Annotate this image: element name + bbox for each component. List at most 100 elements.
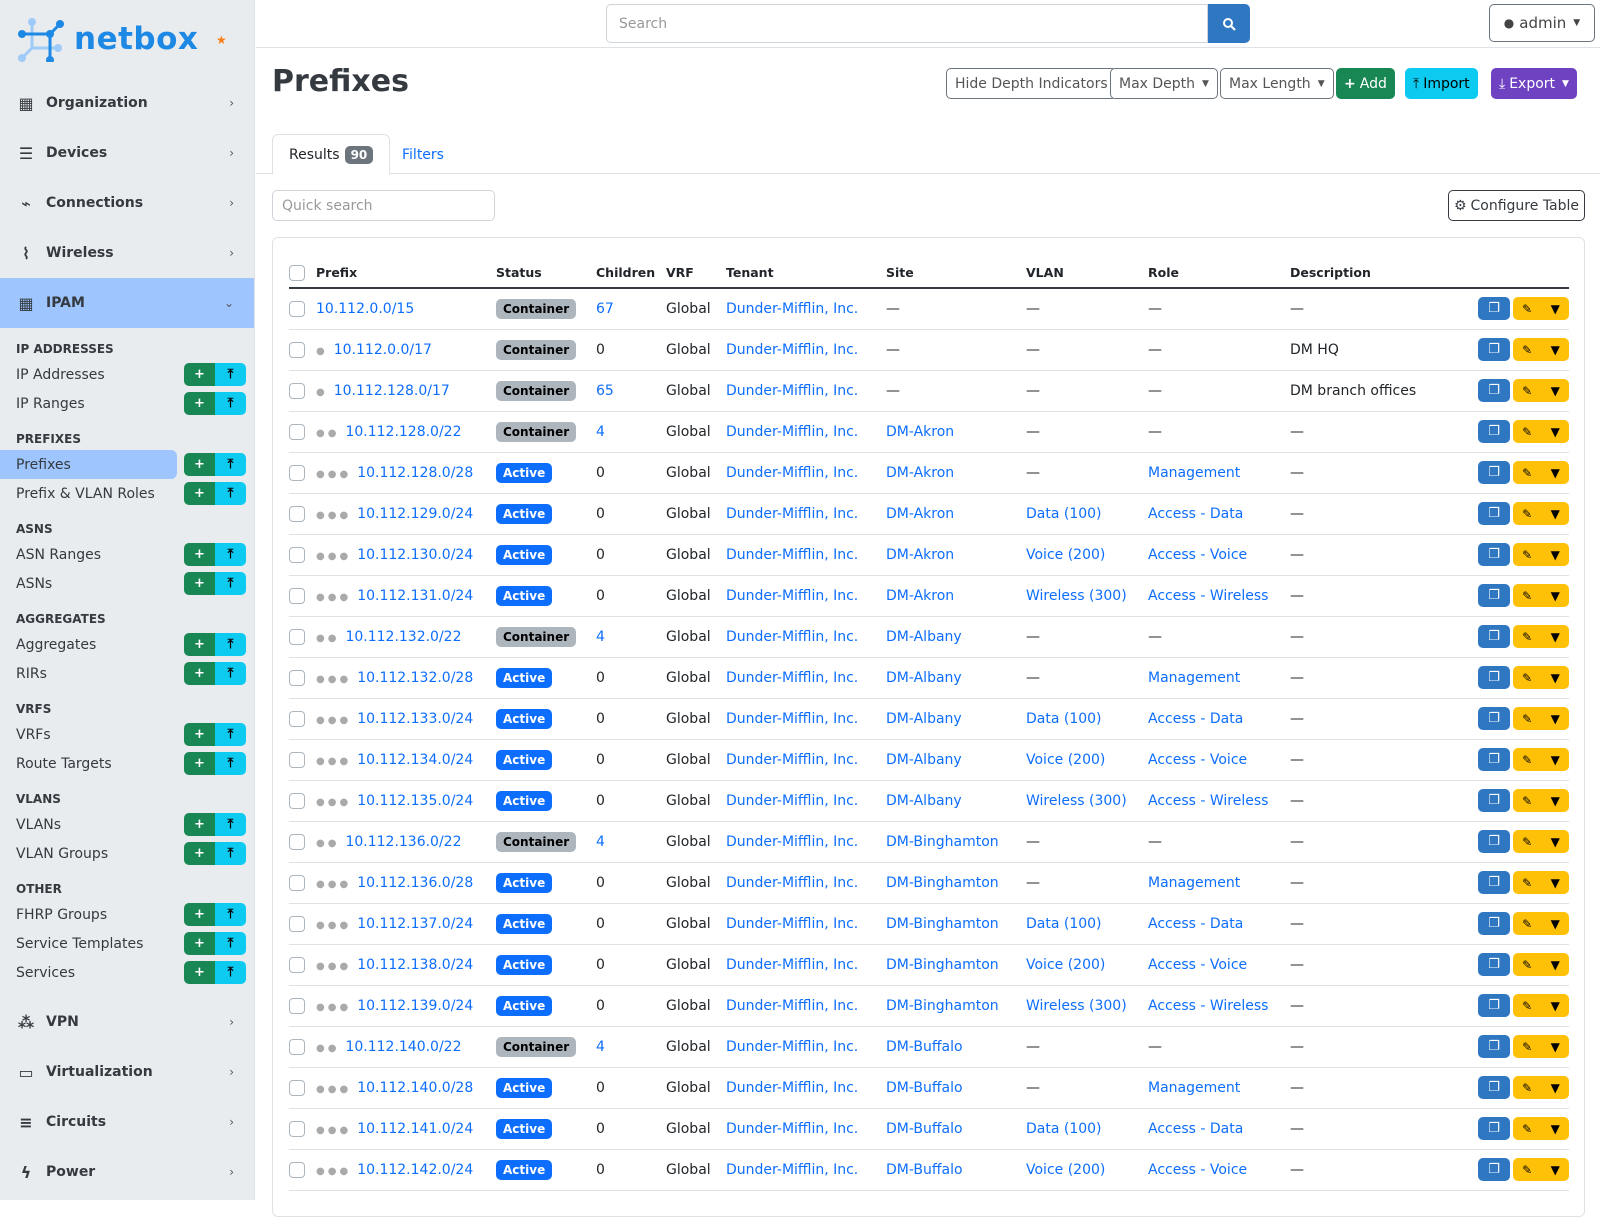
hide-depth-button[interactable]: Hide Depth Indicators bbox=[946, 68, 1117, 99]
add-button[interactable]: + bbox=[184, 752, 215, 775]
row-checkbox[interactable] bbox=[289, 1038, 305, 1055]
row-checkbox[interactable] bbox=[289, 997, 305, 1014]
vlan-link[interactable]: Wireless (300) bbox=[1026, 997, 1127, 1014]
row-checkbox[interactable] bbox=[289, 874, 305, 891]
site-link[interactable]: DM-Buffalo bbox=[886, 1038, 963, 1055]
tenant-link[interactable]: Dunder-Mifflin, Inc. bbox=[726, 505, 859, 522]
sidebar-item-prefixes[interactable]: Prefixes + ⤒ bbox=[0, 450, 246, 479]
site-link[interactable]: DM-Albany bbox=[886, 628, 962, 645]
clone-button[interactable]: ❐ bbox=[1478, 1035, 1510, 1058]
prefix-link[interactable]: 10.112.136.0/22 bbox=[345, 833, 462, 850]
edit-dropdown-button[interactable]: ✎ ▼ bbox=[1513, 461, 1569, 484]
role-link[interactable]: Access - Voice bbox=[1148, 751, 1248, 768]
tenant-link[interactable]: Dunder-Mifflin, Inc. bbox=[726, 997, 859, 1014]
vlan-link[interactable]: Voice (200) bbox=[1026, 956, 1106, 973]
tab-results[interactable]: Results 90 bbox=[272, 134, 391, 175]
row-checkbox[interactable] bbox=[289, 1161, 305, 1178]
tenant-link[interactable]: Dunder-Mifflin, Inc. bbox=[726, 915, 859, 932]
prefix-link[interactable]: 10.112.136.0/28 bbox=[357, 874, 474, 891]
add-button[interactable]: + bbox=[184, 392, 215, 415]
row-checkbox[interactable] bbox=[289, 628, 305, 645]
vlan-link[interactable]: Wireless (300) bbox=[1026, 587, 1127, 604]
column-header-role[interactable]: Role bbox=[1148, 258, 1290, 289]
prefix-link[interactable]: 10.112.0.0/17 bbox=[333, 341, 432, 358]
site-link[interactable]: DM-Binghamton bbox=[886, 915, 999, 932]
site-link[interactable]: DM-Binghamton bbox=[886, 997, 999, 1014]
add-button[interactable]: + bbox=[184, 363, 215, 386]
edit-dropdown-button[interactable]: ✎ ▼ bbox=[1513, 338, 1569, 361]
menu-wireless[interactable]: ⌇ Wireless › bbox=[0, 228, 254, 278]
prefix-link[interactable]: 10.112.131.0/24 bbox=[357, 587, 474, 604]
tenant-link[interactable]: Dunder-Mifflin, Inc. bbox=[726, 382, 859, 399]
add-button[interactable]: + bbox=[184, 662, 215, 685]
vlan-link[interactable]: Wireless (300) bbox=[1026, 792, 1127, 809]
site-link[interactable]: DM-Buffalo bbox=[886, 1120, 963, 1137]
tenant-link[interactable]: Dunder-Mifflin, Inc. bbox=[726, 423, 859, 440]
import-button[interactable]: ⤒ bbox=[215, 392, 246, 415]
import-button[interactable]: ⤒ bbox=[215, 453, 246, 476]
role-link[interactable]: Access - Voice bbox=[1148, 546, 1248, 563]
prefix-link[interactable]: 10.112.138.0/24 bbox=[357, 956, 474, 973]
tenant-link[interactable]: Dunder-Mifflin, Inc. bbox=[726, 710, 859, 727]
role-link[interactable]: Access - Voice bbox=[1148, 956, 1248, 973]
clone-button[interactable]: ❐ bbox=[1478, 912, 1510, 935]
edit-dropdown-button[interactable]: ✎ ▼ bbox=[1513, 543, 1569, 566]
clone-button[interactable]: ❐ bbox=[1478, 1117, 1510, 1140]
site-link[interactable]: DM-Albany bbox=[886, 792, 962, 809]
import-button[interactable]: ⤒ bbox=[215, 543, 246, 566]
tenant-link[interactable]: Dunder-Mifflin, Inc. bbox=[726, 587, 859, 604]
clone-button[interactable]: ❐ bbox=[1478, 789, 1510, 812]
row-checkbox[interactable] bbox=[289, 505, 305, 522]
menu-vpn[interactable]: ⁂ VPN › bbox=[0, 997, 254, 1047]
sidebar-item-route-targets[interactable]: Route Targets + ⤒ bbox=[0, 749, 254, 778]
tab-filters[interactable]: Filters bbox=[386, 134, 460, 175]
prefix-link[interactable]: 10.112.132.0/22 bbox=[345, 628, 462, 645]
import-button[interactable]: ⤒ bbox=[215, 662, 246, 685]
edit-dropdown-button[interactable]: ✎ ▼ bbox=[1513, 666, 1569, 689]
max-depth-dropdown[interactable]: Max Depth ▼ bbox=[1110, 68, 1218, 99]
site-link[interactable]: DM-Albany bbox=[886, 710, 962, 727]
row-checkbox[interactable] bbox=[289, 382, 305, 399]
edit-dropdown-button[interactable]: ✎ ▼ bbox=[1513, 1076, 1569, 1099]
row-checkbox[interactable] bbox=[289, 1120, 305, 1137]
menu-devices[interactable]: ☰ Devices › bbox=[0, 128, 254, 178]
edit-dropdown-button[interactable]: ✎ ▼ bbox=[1513, 502, 1569, 525]
menu-virtualization[interactable]: ▭ Virtualization › bbox=[0, 1047, 254, 1097]
import-button[interactable]: ⤒ bbox=[215, 752, 246, 775]
clone-button[interactable]: ❐ bbox=[1478, 461, 1510, 484]
vlan-link[interactable]: Voice (200) bbox=[1026, 1161, 1106, 1178]
row-checkbox[interactable] bbox=[289, 546, 305, 563]
clone-button[interactable]: ❐ bbox=[1478, 953, 1510, 976]
add-button[interactable]: + bbox=[184, 903, 215, 926]
edit-dropdown-button[interactable]: ✎ ▼ bbox=[1513, 1035, 1569, 1058]
edit-dropdown-button[interactable]: ✎ ▼ bbox=[1513, 379, 1569, 402]
prefix-link[interactable]: 10.112.134.0/24 bbox=[357, 751, 474, 768]
tenant-link[interactable]: Dunder-Mifflin, Inc. bbox=[726, 1079, 859, 1096]
role-link[interactable]: Management bbox=[1148, 874, 1241, 891]
row-checkbox[interactable] bbox=[289, 669, 305, 686]
import-button[interactable]: ⤒ bbox=[215, 813, 246, 836]
pin-icon[interactable]: ★ bbox=[216, 33, 227, 47]
clone-button[interactable]: ❐ bbox=[1478, 707, 1510, 730]
sidebar-item-rirs[interactable]: RIRs + ⤒ bbox=[0, 659, 254, 688]
column-header-vlan[interactable]: VLAN bbox=[1026, 258, 1148, 289]
sidebar-item-ip-ranges[interactable]: IP Ranges + ⤒ bbox=[0, 389, 254, 418]
add-button[interactable]: + bbox=[184, 572, 215, 595]
site-link[interactable]: DM-Akron bbox=[886, 587, 955, 604]
clone-button[interactable]: ❐ bbox=[1478, 666, 1510, 689]
menu-circuits[interactable]: ≡ Circuits › bbox=[0, 1097, 254, 1147]
sidebar-item-vrfs[interactable]: VRFs + ⤒ bbox=[0, 720, 254, 749]
add-button[interactable]: + bbox=[184, 813, 215, 836]
tenant-link[interactable]: Dunder-Mifflin, Inc. bbox=[726, 1120, 859, 1137]
clone-button[interactable]: ❐ bbox=[1478, 994, 1510, 1017]
prefix-link[interactable]: 10.112.130.0/24 bbox=[357, 546, 474, 563]
vlan-link[interactable]: Data (100) bbox=[1026, 505, 1102, 522]
import-button[interactable]: ⤒ bbox=[215, 961, 246, 984]
row-checkbox[interactable] bbox=[289, 915, 305, 932]
column-header-description[interactable]: Description bbox=[1290, 258, 1469, 289]
import-button[interactable]: ⤒ bbox=[215, 572, 246, 595]
max-length-dropdown[interactable]: Max Length ▼ bbox=[1220, 68, 1334, 99]
clone-button[interactable]: ❐ bbox=[1478, 748, 1510, 771]
role-link[interactable]: Access - Wireless bbox=[1148, 587, 1269, 604]
sidebar-item-asn-ranges[interactable]: ASN Ranges + ⤒ bbox=[0, 540, 254, 569]
